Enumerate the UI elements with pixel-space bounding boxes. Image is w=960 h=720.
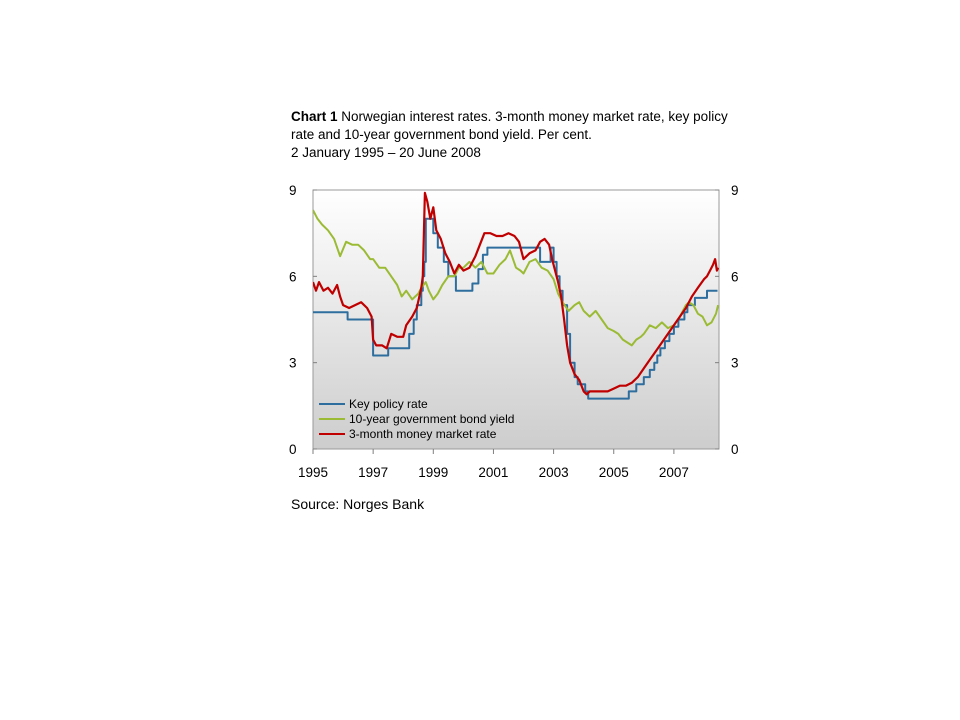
axes: 0 0 3 3 6 6 9 9 1995 1997 1999 2001 2003 2005 2007 xyxy=(289,183,739,480)
y-tick-label-left: 3 xyxy=(289,356,297,371)
y-tick-label-right: 3 xyxy=(731,356,739,371)
source-note: Source: Norges Bank xyxy=(291,496,425,512)
y-tick-label-left: 0 xyxy=(289,442,297,457)
x-tick-label: 1995 xyxy=(298,465,328,480)
x-tick-label: 2003 xyxy=(539,465,569,480)
y-tick-label-left: 6 xyxy=(289,269,297,284)
x-tick-label: 2001 xyxy=(478,465,508,480)
chart-title: Chart 1 Norwegian interest rates. 3-mont… xyxy=(291,108,751,162)
y-tick-label-left: 9 xyxy=(289,183,297,198)
y-tick-label-right: 0 xyxy=(731,442,739,457)
series-line-10-year-government-bond-yield xyxy=(313,209,719,347)
y-tick-label-right: 6 xyxy=(731,269,739,284)
x-tick-label: 1999 xyxy=(418,465,448,480)
series-group xyxy=(313,191,719,400)
legend-label-3-month-money-market-rate: 3-month money market rate xyxy=(349,427,497,441)
x-tick-label: 2005 xyxy=(599,465,629,480)
x-tick-label: 2007 xyxy=(659,465,689,480)
y-tick-label-right: 9 xyxy=(731,183,739,198)
chart-number: Chart 1 xyxy=(291,109,338,124)
x-tick-label: 1997 xyxy=(358,465,388,480)
series-line-3-month-money-market-rate xyxy=(313,191,719,396)
chart-date-range: 2 January 1995 – 20 June 2008 xyxy=(291,145,481,160)
legend-label-key-policy-rate: Key policy rate xyxy=(349,397,428,411)
chart-title-text: Norwegian interest rates. 3-month money … xyxy=(291,109,728,142)
plot-area xyxy=(312,189,720,450)
series-line-key-policy-rate xyxy=(313,217,718,400)
legend-label-10-year-government-bond-yield: 10-year government bond yield xyxy=(349,412,514,426)
